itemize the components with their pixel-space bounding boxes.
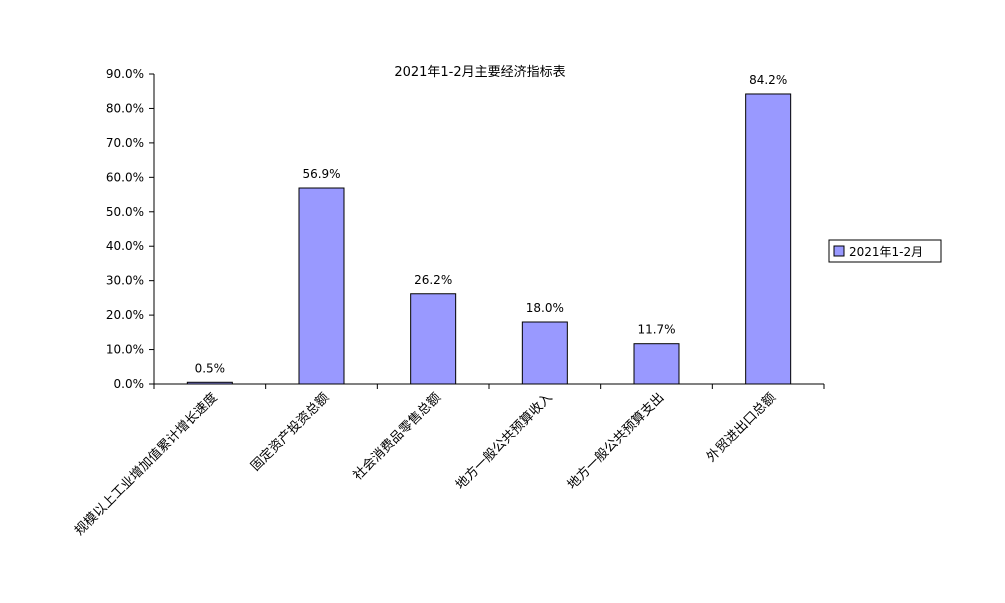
y-tick-label: 80.0% <box>106 101 144 115</box>
x-category-label: 规模以上工业增加值累计增长速度 <box>71 390 220 539</box>
bar <box>745 93 792 385</box>
x-category-label: 地方一般公共预算支出 <box>564 390 667 493</box>
bar <box>410 293 457 385</box>
y-tick-label: 60.0% <box>106 170 144 184</box>
chart-title: 2021年1-2月主要经济指标表 <box>394 65 565 80</box>
y-tick-label: 90.0% <box>106 67 144 81</box>
bar <box>298 187 345 385</box>
y-tick-label: 70.0% <box>106 136 144 150</box>
legend-swatch <box>833 245 845 257</box>
y-tick-label: 0.0% <box>114 377 145 391</box>
y-tick-label: 50.0% <box>106 205 144 219</box>
data-label: 84.2% <box>749 73 787 87</box>
legend: 2021年1-2月 <box>828 239 942 263</box>
x-category-label: 固定资产投资总额 <box>247 390 332 475</box>
data-label: 26.2% <box>414 273 452 287</box>
bar <box>186 381 233 385</box>
bar <box>521 321 568 385</box>
x-category-label: 地方一般公共预算收入 <box>452 390 555 493</box>
legend-label: 2021年1-2月 <box>849 245 923 259</box>
x-category-label: 外贸进出口总额 <box>704 390 779 465</box>
bar-series: 0.5% 56.9% 26.2% 18.0% 11.7% 84.2% <box>186 73 792 385</box>
y-tick-label: 30.0% <box>106 274 144 288</box>
legend-box <box>828 239 942 263</box>
x-category-label: 社会消费品零售总额 <box>350 390 444 484</box>
y-tick-label: 40.0% <box>106 239 144 253</box>
data-label: 0.5% <box>195 361 226 375</box>
y-tick-label: 20.0% <box>106 308 144 322</box>
data-label: 11.7% <box>637 323 675 337</box>
y-tick-label: 10.0% <box>106 343 144 357</box>
bar <box>633 343 680 385</box>
data-label: 56.9% <box>302 167 340 181</box>
data-label: 18.0% <box>526 301 564 315</box>
